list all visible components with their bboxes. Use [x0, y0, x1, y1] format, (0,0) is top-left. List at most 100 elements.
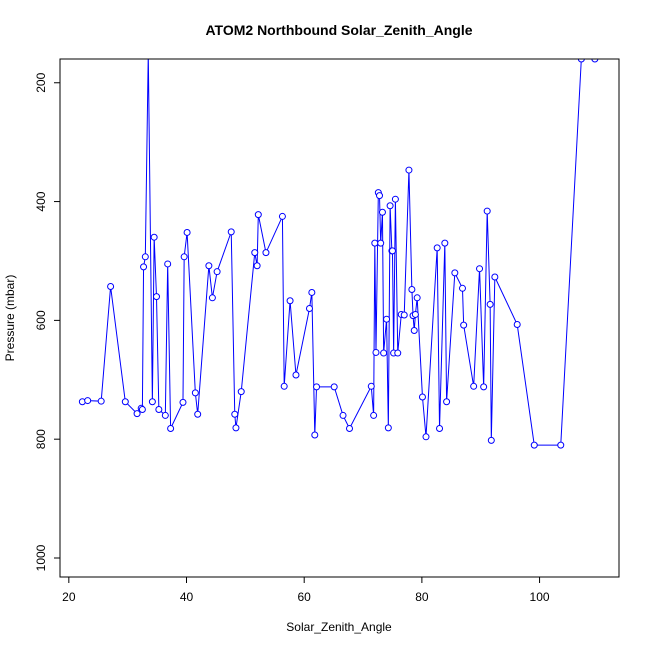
data-point	[405, 166, 413, 174]
data-point	[370, 411, 378, 419]
x-tick-label: 60	[298, 590, 312, 604]
data-point	[141, 253, 149, 261]
data-point	[411, 310, 419, 318]
series-line	[82, 59, 595, 446]
data-point	[476, 265, 484, 273]
data-point	[278, 212, 286, 220]
plot-frame	[59, 58, 620, 578]
data-point	[433, 244, 441, 252]
data-point	[164, 260, 172, 268]
data-point	[253, 262, 261, 270]
data-point	[400, 311, 408, 319]
y-tick-label: 200	[34, 72, 48, 92]
y-tick-label: 600	[34, 310, 48, 330]
data-point	[237, 388, 245, 396]
data-point	[133, 410, 141, 418]
y-tick-label: 800	[34, 429, 48, 449]
data-point	[486, 300, 494, 308]
data-point	[330, 383, 338, 391]
data-point	[483, 207, 491, 215]
data-point	[148, 398, 156, 406]
data-point	[179, 398, 187, 406]
data-point	[346, 424, 353, 432]
data-point	[292, 371, 300, 379]
data-point	[140, 263, 148, 271]
data-point	[286, 297, 294, 305]
data-point	[367, 382, 375, 390]
data-point	[410, 326, 418, 334]
x-tick-label: 40	[180, 590, 194, 604]
data-point	[280, 382, 288, 390]
data-point	[460, 321, 468, 329]
data-point	[436, 424, 444, 432]
data-point	[155, 405, 163, 413]
data-point	[191, 389, 199, 397]
data-point	[180, 253, 188, 261]
data-point	[378, 208, 386, 216]
data-point	[480, 383, 488, 391]
x-tick-label: 100	[530, 590, 550, 604]
data-point	[470, 382, 478, 390]
x-axis-label: Solar_Zenith_Angle	[286, 620, 392, 634]
data-point	[394, 349, 402, 357]
data-point	[227, 228, 235, 236]
x-axis: 20 40 60 80 100	[62, 577, 550, 604]
data-point	[487, 436, 495, 444]
data-point	[262, 249, 270, 257]
data-point	[451, 269, 459, 277]
data-point	[251, 249, 259, 257]
data-point	[183, 228, 191, 236]
data-point	[150, 233, 158, 241]
data-point	[371, 239, 379, 247]
data-point	[231, 410, 239, 418]
data-point	[591, 59, 599, 63]
data-point	[557, 441, 565, 449]
data-point	[380, 349, 388, 357]
data-point	[422, 433, 430, 441]
data-point	[384, 424, 392, 432]
data-point	[458, 284, 466, 292]
data-point	[391, 195, 399, 203]
data-point	[232, 424, 240, 432]
data-point	[441, 239, 449, 247]
data-point	[97, 397, 105, 405]
data-point	[153, 293, 160, 301]
data-point	[208, 294, 216, 302]
data-point	[377, 239, 385, 247]
y-tick-label: 1000	[34, 544, 48, 571]
data-point	[161, 411, 169, 419]
data-point	[311, 431, 319, 439]
data-point	[513, 321, 521, 329]
data-point	[107, 283, 115, 291]
data-point	[339, 411, 347, 419]
data-point	[121, 398, 129, 406]
data-point	[577, 59, 585, 63]
x-tick-label: 20	[62, 590, 76, 604]
data-point	[213, 268, 221, 276]
data-point	[313, 383, 321, 391]
data-point	[167, 424, 175, 432]
y-axis-label: Pressure (mbar)	[3, 275, 17, 362]
data-point	[376, 192, 384, 200]
data-point	[530, 441, 538, 449]
data-point	[408, 285, 416, 293]
y-tick-label: 400	[34, 191, 48, 211]
data-point	[308, 288, 316, 296]
data-point	[205, 262, 213, 270]
x-tick-label: 80	[415, 590, 429, 604]
data-point	[418, 393, 426, 401]
data-point	[413, 294, 421, 302]
data-point	[305, 305, 313, 312]
data-point	[194, 410, 202, 418]
data-point	[388, 247, 396, 255]
data-point	[84, 397, 92, 405]
chart-title: ATOM2 Northbound Solar_Zenith_Angle	[205, 22, 472, 38]
data-point	[386, 202, 394, 210]
data-point	[254, 211, 262, 219]
data-point	[372, 348, 380, 356]
data-point	[138, 405, 146, 413]
y-axis: 200 400 600 800 1000	[34, 72, 60, 571]
data-point	[491, 273, 499, 281]
plot-area	[78, 59, 599, 449]
